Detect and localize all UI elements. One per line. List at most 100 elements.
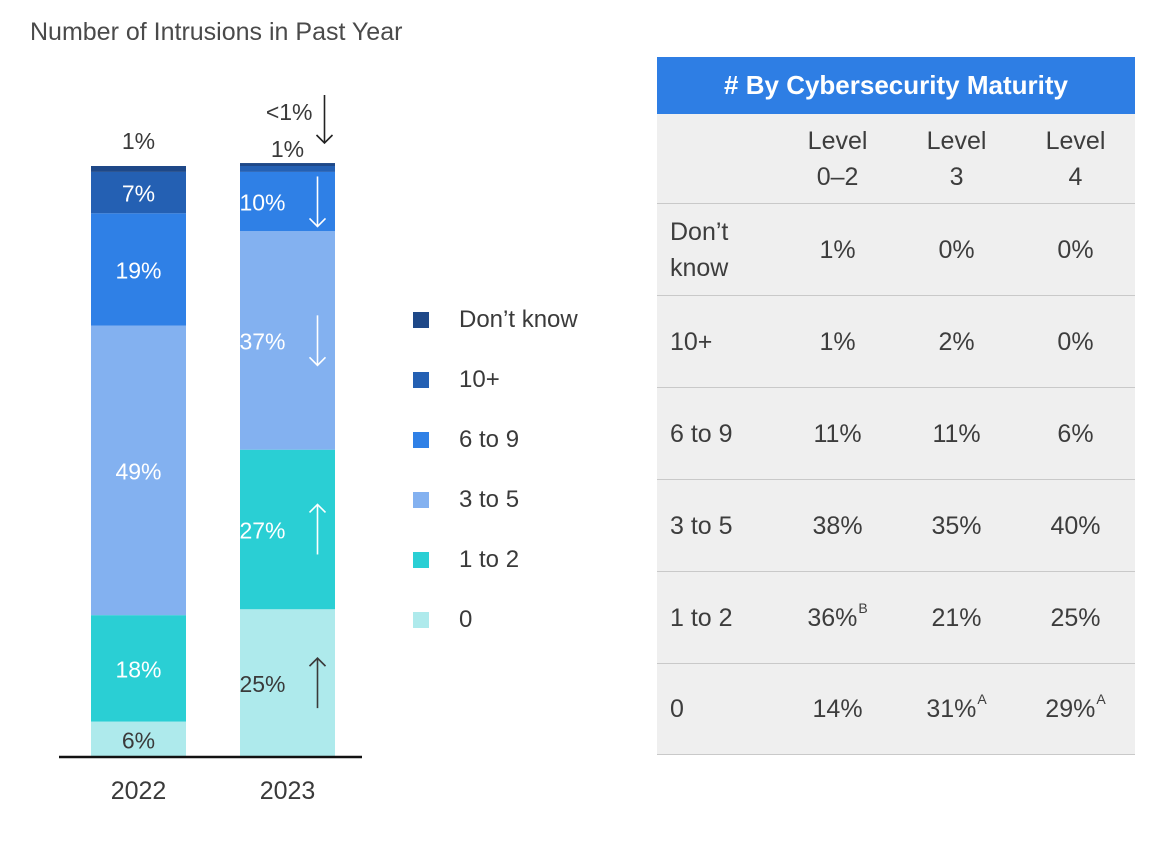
table-cell: 0% (1016, 296, 1135, 387)
legend-item-3-to-5: 3 to 5 (413, 470, 578, 530)
table-cell: 11% (778, 388, 897, 479)
legend-swatch (413, 432, 429, 448)
table-column-headers: Level 0–2 Level 3 Level 4 (657, 114, 1135, 204)
chart-legend: Don’t know 10+ 6 to 9 3 to 5 1 to 2 0 (413, 290, 578, 650)
cell-value: 29% (1045, 695, 1096, 723)
table-cell: 14% (778, 664, 897, 754)
table-cell: 25% (1016, 572, 1135, 663)
data-label: 25% (239, 671, 285, 697)
cell-value: 2% (938, 327, 975, 356)
category-label: 2022 (111, 777, 167, 805)
data-label: 6% (122, 727, 155, 753)
bar-segment (240, 163, 335, 166)
table-row: 1 to 2 36% B 21% 25% (657, 572, 1135, 664)
column-header-level-3: Level 3 (897, 114, 1016, 203)
bar-segment (240, 449, 335, 610)
legend-label: Don’t know (459, 306, 578, 333)
cell-value: 1% (819, 327, 856, 356)
maturity-table: # By Cybersecurity Maturity Level 0–2 Lev… (657, 57, 1135, 755)
table-body: Don’t know 1% 0% 0% 10+ 1% 2% 0% 6 to 9 11% 11% 6% 3… (657, 204, 1135, 755)
data-label: 37% (239, 328, 285, 354)
down-arrow-icon (315, 95, 334, 145)
legend-swatch (413, 372, 429, 388)
cell-value: 1% (819, 235, 856, 264)
cell-value: 11% (813, 419, 862, 448)
table-cell: 38% (778, 480, 897, 571)
up-arrow-icon (308, 656, 327, 709)
bar-segment (91, 721, 186, 757)
legend-label: 3 to 5 (459, 486, 520, 513)
row-label: 6 to 9 (670, 419, 733, 448)
table-cell: 1% (778, 296, 897, 387)
significance-marker: A (977, 691, 987, 707)
legend-item-1-to-2: 1 to 2 (413, 530, 578, 590)
column-header-level-0-2: Level 0–2 (778, 114, 897, 203)
column-header-line: 4 (1068, 162, 1083, 191)
data-label: 7% (122, 181, 155, 207)
table-header: # By Cybersecurity Maturity (657, 57, 1135, 114)
table-cell: 2% (897, 296, 1016, 387)
table-cell: 6% (1016, 388, 1135, 479)
bar-segment (240, 609, 335, 757)
data-label: 49% (115, 458, 161, 484)
table-row: 3 to 5 38% 35% 40% (657, 480, 1135, 572)
table-corner-cell (657, 114, 778, 203)
cell-value: 11% (932, 419, 981, 448)
legend-item-0: 0 (413, 590, 578, 650)
legend-swatch (413, 552, 429, 568)
data-label: 1% (271, 136, 304, 162)
data-label: 27% (239, 517, 285, 543)
legend-item-dont-know: Don’t know (413, 290, 578, 350)
significance-marker: A (1096, 691, 1106, 707)
table-cell: 0% (897, 204, 1016, 295)
legend-item-6-to-9: 6 to 9 (413, 410, 578, 470)
table-row: 6 to 9 11% 11% 6% (657, 388, 1135, 480)
cell-value: 0% (938, 235, 975, 264)
bar-segment (240, 171, 335, 232)
cell-value: 36% (807, 603, 858, 632)
down-arrow-icon (308, 176, 327, 228)
significance-marker: B (858, 599, 868, 616)
cell-value: 25% (1050, 603, 1101, 632)
chart-title: Number of Intrusions in Past Year (30, 18, 403, 46)
legend-swatch (413, 612, 429, 628)
table-cell: 0% (1016, 204, 1135, 295)
data-label: 1% (122, 128, 155, 154)
cell-value: 35% (931, 511, 982, 540)
legend-label: 6 to 9 (459, 426, 520, 453)
bar-segment (91, 325, 186, 616)
bar-segment (91, 171, 186, 214)
cell-value: 31% (926, 695, 977, 723)
column-header-line: 0–2 (816, 162, 859, 191)
data-label: 10% (239, 189, 285, 215)
bar-segment (91, 213, 186, 326)
bar-segment (91, 166, 186, 172)
cell-value: 6% (1057, 419, 1094, 448)
row-label: Don’t know (670, 217, 729, 282)
column-header-line: Level (1045, 126, 1106, 155)
cell-value: 0% (1057, 327, 1094, 356)
down-arrow-icon (308, 315, 327, 367)
legend-swatch (413, 312, 429, 328)
table-cell: 11% (897, 388, 1016, 479)
column-header-level-4: Level 4 (1016, 114, 1135, 203)
cell-value: 0% (1057, 235, 1094, 264)
table-cell: 36% B (778, 572, 897, 663)
legend-label: 10+ (459, 366, 500, 393)
bar-segment (240, 231, 335, 450)
cell-value: 14% (812, 695, 863, 723)
cell-value: 40% (1050, 511, 1101, 540)
column-header-line: Level (807, 126, 868, 155)
data-label: <1% (266, 99, 313, 125)
row-label: 0 (670, 695, 684, 723)
cell-value: 21% (931, 603, 982, 632)
table-cell: 31% A (897, 664, 1016, 754)
table-cell: 29% A (1016, 664, 1135, 754)
legend-label: 0 (459, 606, 473, 633)
legend-item-10-plus: 10+ (413, 350, 578, 410)
column-header-line: Level (926, 126, 987, 155)
bar-segment (240, 166, 335, 172)
data-label: 19% (115, 257, 161, 283)
row-label: 10+ (670, 327, 713, 356)
row-label: 1 to 2 (670, 603, 733, 632)
